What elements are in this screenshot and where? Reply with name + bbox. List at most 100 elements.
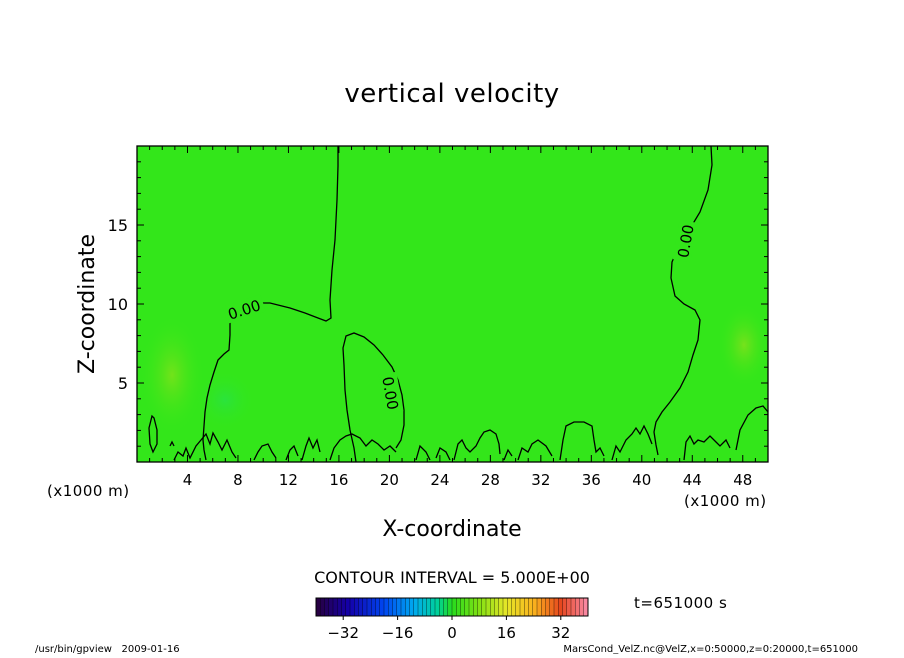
x-tick-label: 28 <box>481 471 500 489</box>
x-tick-label: 20 <box>380 471 399 489</box>
field-positive-patch-left <box>140 315 204 435</box>
contour-ripples-center <box>253 433 397 461</box>
contour-line-middle-loop <box>342 332 405 462</box>
x-unit-left: (x1000 m) <box>47 482 130 500</box>
colorbar-swatch <box>469 598 474 616</box>
x-tick-label: 48 <box>733 471 752 489</box>
colorbar-swatch <box>571 598 576 616</box>
colorbar-swatch <box>392 598 398 616</box>
colorbar-swatch <box>316 598 321 616</box>
y-axis-label: Z-coordinate <box>75 234 100 374</box>
colorbar-swatch <box>409 598 415 616</box>
colorbar-tick-label: −16 <box>382 624 414 642</box>
x-tick-label: 32 <box>531 471 550 489</box>
x-unit-right: (x1000 m) <box>684 492 767 510</box>
colorbar-tick-label: 16 <box>497 624 516 642</box>
colorbar-swatch <box>418 598 423 616</box>
colorbar-swatch <box>541 598 546 616</box>
colorbar-swatch <box>337 598 342 616</box>
colorbar-swatch <box>575 598 580 616</box>
colorbar-tick-label: 0 <box>447 624 457 642</box>
colorbar-swatch <box>528 598 534 616</box>
colorbar-swatch <box>486 598 491 616</box>
colorbar-swatch <box>401 598 406 616</box>
colorbar-swatch <box>413 598 419 616</box>
y-tick-label: 5 <box>118 374 128 393</box>
contour-line-bottom-right <box>735 405 768 451</box>
colorbar-swatch <box>447 598 453 616</box>
colorbar-swatch <box>341 598 347 616</box>
colorbar-swatch <box>549 598 555 616</box>
colorbar-tick-label: −32 <box>327 624 359 642</box>
x-tick-label: 8 <box>233 471 243 489</box>
colorbar-swatch <box>328 598 334 616</box>
contour-interval: CONTOUR INTERVAL = 5.000E+00 <box>314 568 590 587</box>
colorbar-swatch <box>537 598 542 616</box>
colorbar-swatch <box>566 598 572 616</box>
x-axis: 4 8 12 16 20 24 28 32 36 40 44 48 <box>149 146 756 489</box>
colorbar-swatch <box>362 598 368 616</box>
colorbar-swatch <box>435 598 440 616</box>
colorbar-swatch <box>405 598 410 616</box>
colorbar-swatch <box>464 598 470 616</box>
colorbar-swatch <box>350 598 355 616</box>
colorbar-swatch <box>333 598 338 616</box>
colorbar-swatch <box>354 598 359 616</box>
colorbar-swatch <box>443 598 449 616</box>
colorbar-ticks: −32 −16 0 16 32 <box>327 616 570 642</box>
y-tick-label: 15 <box>108 216 128 235</box>
colorbar-swatch <box>511 598 517 616</box>
colorbar-swatch <box>430 598 436 616</box>
chart-title: vertical velocity <box>344 79 559 109</box>
colorbar-swatch <box>456 598 461 616</box>
colorbar-swatch <box>477 598 483 616</box>
colorbar-swatch <box>558 598 563 616</box>
colorbar-swatch <box>520 598 525 616</box>
x-axis-label: X-coordinate <box>382 517 521 542</box>
contour-closed-small <box>148 414 158 454</box>
colorbar-swatch <box>515 598 521 616</box>
footer-right: MarsCond_VelZ.nc@VelZ,x=0:50000,z=0:2000… <box>563 644 858 654</box>
colorbar-swatch <box>452 598 457 616</box>
x-tick-label: 12 <box>279 471 298 489</box>
colorbar-swatch <box>532 598 538 616</box>
contour-line-right <box>653 146 713 456</box>
time-label: t=651000 s <box>634 594 727 612</box>
colorbar-swatch <box>439 598 444 616</box>
colorbar-swatch <box>460 598 466 616</box>
colorbar-swatch <box>562 598 568 616</box>
x-tick-label: 44 <box>683 471 702 489</box>
colorbar-swatch <box>579 598 585 616</box>
colorbar-swatch <box>426 598 432 616</box>
colorbar-swatch <box>507 598 512 616</box>
x-tick-label: 40 <box>632 471 651 489</box>
colorbar-swatch <box>473 598 478 616</box>
colorbar-tick-label: 32 <box>551 624 570 642</box>
y-axis: 5 10 15 <box>108 161 768 447</box>
x-tick-label: 24 <box>430 471 449 489</box>
contour-label-2: 0.00 <box>378 375 402 411</box>
contour-label-3: 0.00 <box>674 223 698 259</box>
colorbar-swatch <box>375 598 381 616</box>
contour-labels: 0.00 0.00 0.00 <box>222 219 698 415</box>
colorbar-swatch <box>367 598 372 616</box>
colorbar-swatch <box>494 598 500 616</box>
colorbar <box>315 598 589 616</box>
colorbar-swatch <box>503 598 508 616</box>
colorbar-swatch <box>358 598 364 616</box>
colorbar-swatch <box>422 598 427 616</box>
colorbar-swatch <box>345 598 351 616</box>
colorbar-swatch <box>545 598 551 616</box>
y-tick-label: 10 <box>108 295 128 314</box>
colorbar-swatch <box>324 598 330 616</box>
contour-ripples-mid-right <box>415 429 553 461</box>
colorbar-swatch <box>481 598 487 616</box>
x-tick-label: 36 <box>582 471 601 489</box>
colorbar-swatch <box>388 598 393 616</box>
plot-area: 0.00 0.00 0.00 <box>137 146 768 462</box>
colorbar-swatch <box>524 598 529 616</box>
colorbar-swatch <box>554 598 559 616</box>
contour-ripples-left <box>169 431 237 461</box>
colorbar-swatch <box>320 598 325 616</box>
